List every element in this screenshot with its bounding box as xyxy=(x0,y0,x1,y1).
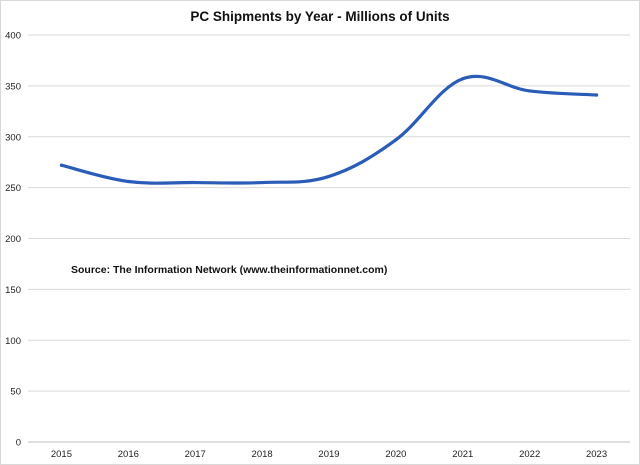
data-point-2015 xyxy=(59,163,64,167)
x-tick-label: 2016 xyxy=(118,449,139,460)
y-tick-label: 250 xyxy=(5,183,21,194)
y-tick-label: 150 xyxy=(5,285,21,296)
data-point-2018 xyxy=(260,180,264,185)
x-tick-label: 2022 xyxy=(519,449,540,460)
series-layer xyxy=(59,74,599,185)
data-point-2020 xyxy=(394,138,398,142)
x-tick-label: 2020 xyxy=(385,449,406,460)
y-tick-label: 100 xyxy=(5,336,21,347)
source-annotation: Source: The Information Network (www.the… xyxy=(71,264,387,276)
y-tick-label: 50 xyxy=(10,387,21,398)
y-tick-label: 200 xyxy=(5,234,21,245)
data-point-2023 xyxy=(594,93,599,97)
x-tick-label: 2018 xyxy=(252,449,273,460)
chart-title: PC Shipments by Year - Millions of Units xyxy=(190,9,450,24)
x-axis-tick-labels: 2015 2016 2017 2018 2019 2020 2021 2022 2023 xyxy=(51,449,607,460)
data-point-2017 xyxy=(193,180,197,185)
series-line xyxy=(59,74,599,185)
y-tick-label: 0 xyxy=(16,438,21,449)
data-point-2016 xyxy=(126,179,130,184)
x-tick-label: 2021 xyxy=(452,449,473,460)
x-tick-label: 2015 xyxy=(51,449,72,460)
y-tick-label: 400 xyxy=(5,31,21,42)
data-point-2019 xyxy=(327,174,331,179)
x-tick-label: 2017 xyxy=(185,449,206,460)
x-tick-label: 2019 xyxy=(318,449,339,460)
gridlines xyxy=(28,34,630,443)
x-tick-label: 2023 xyxy=(586,449,607,460)
data-point-2021 xyxy=(461,77,465,81)
y-tick-label: 300 xyxy=(5,132,21,143)
y-axis-tick-labels: 0 50 100 150 200 250 300 350 400 xyxy=(5,31,21,449)
y-tick-label: 350 xyxy=(5,81,21,92)
data-point-2022 xyxy=(528,89,532,93)
